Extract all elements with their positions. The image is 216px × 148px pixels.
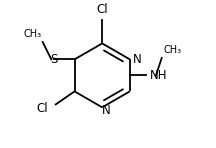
- Text: Cl: Cl: [96, 3, 108, 16]
- Text: N: N: [133, 53, 141, 66]
- Text: CH₃: CH₃: [163, 45, 181, 55]
- Text: Cl: Cl: [37, 102, 48, 115]
- Text: NH: NH: [150, 69, 168, 82]
- Text: CH₃: CH₃: [23, 29, 41, 39]
- Text: S: S: [51, 53, 58, 66]
- Text: N: N: [102, 104, 111, 117]
